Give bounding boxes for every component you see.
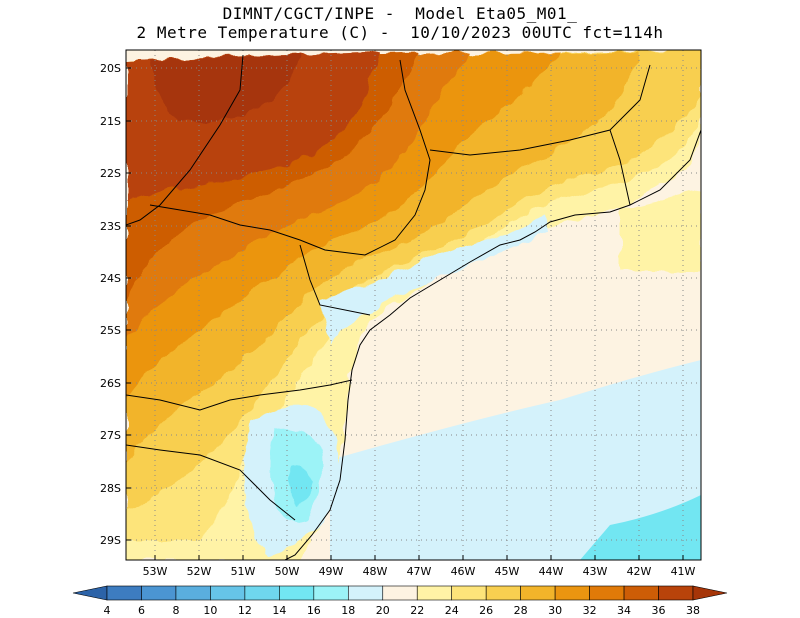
highland-16-area — [289, 464, 312, 505]
lon-label: 45W — [495, 565, 520, 578]
colorbar-segment — [72, 585, 108, 601]
lon-label: 46W — [451, 565, 476, 578]
state-border-west — [126, 54, 244, 226]
axis-ticks — [126, 67, 684, 560]
longitude-labels: 53W 52W 51W 50W 49W 48W 47W 46W 45W 44W … — [143, 565, 696, 578]
offshore-20-area — [330, 360, 701, 560]
coastline — [284, 129, 701, 560]
colorbar-tick-label: 6 — [138, 604, 145, 617]
lat-label: 23S — [100, 220, 121, 233]
state-border-mg — [429, 64, 651, 156]
colorbar-segment — [175, 585, 211, 601]
state-border-rj — [609, 129, 631, 206]
colorbar-segment — [692, 585, 728, 601]
lat-label: 24S — [100, 272, 121, 285]
colorbar-tick-label: 34 — [617, 604, 631, 617]
colorbar-segment — [106, 585, 142, 601]
chart-title: DIMNT/CGCT/INPE - Model Eta05_M01_ — [222, 4, 578, 23]
colorbar-segment — [382, 585, 418, 601]
colorbar-labels: 4 6 8 10 12 14 16 18 20 22 24 26 28 30 32 34 36 38 — [104, 604, 701, 617]
state-border-rs — [126, 444, 296, 521]
colorbar-tick-label: 28 — [514, 604, 528, 617]
lat-label: 21S — [100, 115, 121, 128]
colorbar-segment — [279, 585, 315, 601]
colorbar-segment — [451, 585, 487, 601]
lon-label: 47W — [407, 565, 432, 578]
colorbar-tick-label: 32 — [583, 604, 597, 617]
colorbar-segment — [520, 585, 556, 601]
state-border-sp — [149, 59, 431, 256]
colorbar-tick-label: 24 — [445, 604, 459, 617]
lon-label: 53W — [143, 565, 168, 578]
lat-label: 25S — [100, 324, 121, 337]
serra-20-area — [320, 215, 548, 345]
state-border-sc — [126, 379, 353, 411]
colorbar-tick-label: 8 — [172, 604, 179, 617]
state-border-pr — [299, 244, 371, 316]
east-24-area — [620, 190, 701, 272]
colorbar-tick-label: 10 — [203, 604, 217, 617]
colorbar-segment — [658, 585, 694, 601]
colorbar-tick-label: 38 — [686, 604, 700, 617]
lon-label: 50W — [275, 565, 300, 578]
colorbar-segment — [623, 585, 659, 601]
colorbar-segment — [244, 585, 280, 601]
map-frame-border — [125, 49, 702, 561]
colorbar-segment — [347, 585, 384, 601]
lon-label: 52W — [187, 565, 212, 578]
temperature-field — [126, 50, 701, 560]
colorbar — [72, 585, 728, 601]
lon-label: 51W — [231, 565, 256, 578]
lon-label: 49W — [319, 565, 344, 578]
colorbar-segment — [554, 585, 590, 601]
colorbar-segment — [416, 585, 453, 601]
lat-label: 29S — [100, 534, 121, 547]
colorbar-tick-label: 30 — [548, 604, 562, 617]
lat-label: 20S — [100, 62, 121, 75]
offshore-18-area — [580, 495, 701, 560]
colorbar-tick-label: 14 — [272, 604, 286, 617]
lat-label: 28S — [100, 482, 121, 495]
lat-label: 22S — [100, 167, 121, 180]
colorbar-tick-label: 26 — [479, 604, 493, 617]
land-38plus-area — [150, 55, 300, 122]
colorbar-segment — [589, 585, 625, 601]
colorbar-tick-label: 22 — [410, 604, 424, 617]
lat-label: 26S — [100, 377, 121, 390]
graticule — [126, 50, 701, 560]
colorbar-tick-label: 16 — [307, 604, 321, 617]
lon-label: 43W — [583, 565, 608, 578]
colorbar-tick-label: 12 — [238, 604, 252, 617]
colorbar-tick-label: 20 — [376, 604, 390, 617]
colorbar-tick-label: 36 — [652, 604, 666, 617]
latitude-labels: 20S 21S 22S 23S 24S 25S 26S 27S 28S 29S — [100, 62, 121, 547]
colorbar-segment — [485, 585, 521, 601]
lon-label: 42W — [627, 565, 652, 578]
lon-label: 44W — [539, 565, 564, 578]
chart-subtitle: 2 Metre Temperature (C) - 10/10/2023 00U… — [136, 23, 664, 42]
colorbar-segment — [210, 585, 246, 601]
colorbar-segment — [313, 585, 349, 601]
coastlines-borders — [126, 54, 701, 560]
lat-label: 27S — [100, 429, 121, 442]
colorbar-segment — [141, 585, 177, 601]
lon-label: 48W — [363, 565, 388, 578]
colorbar-tick-label: 18 — [341, 604, 355, 617]
lon-label: 41W — [671, 565, 696, 578]
colorbar-tick-label: 4 — [104, 604, 111, 617]
